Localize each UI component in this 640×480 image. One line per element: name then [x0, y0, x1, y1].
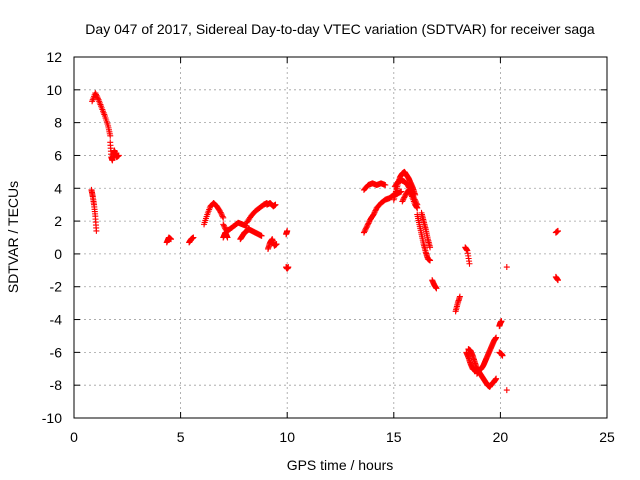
y-tick-label: -2: [50, 279, 63, 295]
x-tick-label: 20: [493, 429, 509, 445]
y-tick-label: 0: [54, 246, 62, 262]
data-point: [554, 277, 561, 284]
data-point: [363, 224, 370, 231]
data-points: [88, 90, 561, 394]
data-point: [218, 210, 225, 217]
data-point: [219, 213, 226, 220]
data-point: [398, 188, 405, 195]
data-point: [92, 90, 99, 97]
data-point: [273, 241, 280, 248]
data-point: [365, 220, 372, 227]
data-point: [92, 91, 99, 98]
data-point: [405, 186, 412, 193]
data-point: [399, 197, 406, 204]
x-tick-label: 15: [386, 429, 402, 445]
data-point: [370, 211, 377, 218]
data-point: [382, 181, 389, 188]
data-point: [362, 225, 369, 232]
data-point: [404, 181, 411, 188]
data-point: [94, 94, 101, 101]
y-tick-label: -4: [50, 312, 63, 328]
data-point: [168, 236, 175, 243]
x-axis-ticks: 0 5 10 15 20 25: [70, 57, 615, 445]
y-tick-label: 6: [54, 147, 62, 163]
data-point: [364, 223, 371, 230]
x-tick-label: 0: [70, 429, 78, 445]
data-point: [407, 189, 414, 196]
data-point: [456, 293, 463, 300]
data-point: [190, 234, 197, 241]
data-point: [414, 204, 421, 211]
y-axis-label: SDTVAR / TECUs: [5, 181, 21, 293]
data-point: [433, 285, 440, 292]
data-point: [220, 222, 227, 229]
data-point: [93, 227, 100, 234]
y-tick-label: -10: [42, 410, 62, 426]
data-point: [217, 208, 224, 215]
data-point: [372, 207, 379, 214]
data-point: [220, 214, 227, 221]
data-point: [93, 92, 100, 99]
data-point: [284, 227, 291, 234]
y-tick-label: 8: [54, 115, 62, 131]
data-point: [493, 334, 500, 341]
data-point: [107, 132, 114, 139]
y-axis-ticks: -10 -8 -6 -4 -2 0 2 4 6 8 10 12: [42, 49, 607, 426]
y-tick-label: 2: [54, 213, 62, 229]
plot-frame: [73, 56, 608, 419]
x-axis-label: GPS time / hours: [287, 457, 394, 473]
data-point: [360, 229, 367, 236]
data-point: [224, 234, 231, 241]
data-point: [499, 352, 506, 359]
data-point: [221, 223, 228, 230]
data-point: [220, 221, 227, 228]
data-point: [406, 188, 413, 195]
x-tick-label: 10: [279, 429, 295, 445]
chart-title: Day 047 of 2017, Sidereal Day-to-day VTE…: [85, 21, 595, 37]
data-point: [399, 198, 406, 205]
data-point: [493, 375, 500, 382]
y-tick-label: 12: [46, 49, 62, 65]
y-tick-label: -6: [50, 344, 63, 360]
data-point: [115, 152, 122, 159]
data-point: [408, 192, 415, 199]
x-tick-label: 5: [177, 429, 185, 445]
data-point: [466, 260, 473, 267]
data-point: [285, 264, 292, 271]
data-point: [427, 257, 434, 264]
grid-lines: [74, 57, 607, 418]
x-tick-label: 25: [599, 429, 615, 445]
y-tick-label: 4: [54, 180, 62, 196]
data-point: [94, 95, 101, 102]
data-point: [272, 201, 279, 208]
data-point: [503, 387, 510, 394]
data-point: [401, 194, 408, 201]
data-point: [362, 226, 369, 233]
y-tick-label: -8: [50, 377, 63, 393]
data-point: [258, 232, 265, 239]
y-tick-label: 10: [46, 82, 62, 98]
data-point: [371, 210, 378, 217]
data-point: [217, 209, 224, 216]
data-point: [400, 195, 407, 202]
data-point: [498, 318, 505, 325]
data-point: [371, 208, 378, 215]
data-point: [361, 228, 368, 235]
data-point: [427, 244, 434, 251]
data-point: [366, 219, 373, 226]
data-point: [218, 212, 225, 219]
data-point: [503, 264, 510, 271]
data-point: [407, 190, 414, 197]
data-point: [554, 227, 561, 234]
data-point: [364, 221, 371, 228]
